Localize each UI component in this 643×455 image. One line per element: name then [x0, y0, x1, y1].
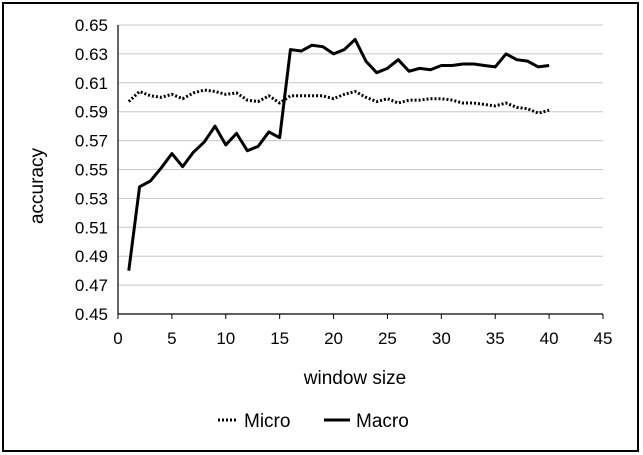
x-tick-label: 35 [486, 329, 505, 348]
x-tick-label: 5 [167, 329, 176, 348]
x-tick-label: 25 [378, 329, 397, 348]
x-axis-ticks: 0 5 10 15 20 25 30 35 40 45 [113, 314, 612, 348]
y-tick-label: 0.49 [75, 247, 108, 266]
y-tick-label: 0.59 [75, 103, 108, 122]
y-tick-label: 0.53 [75, 189, 108, 208]
y-tick-label: 0.61 [75, 74, 108, 93]
x-tick-label: 10 [216, 329, 235, 348]
x-tick-label: 15 [270, 329, 289, 348]
x-tick-label: 30 [432, 329, 451, 348]
x-tick-label: 0 [113, 329, 122, 348]
series-line-macro [127, 37, 550, 271]
y-tick-label: 0.63 [75, 45, 108, 64]
x-tick-label: 20 [324, 329, 343, 348]
x-tick-label: 45 [594, 329, 613, 348]
y-axis-ticks: 0.45 0.47 0.49 0.51 0.53 0.55 0.57 0.59 0.61 0.63… [75, 16, 108, 324]
y-tick-label: 0.51 [75, 218, 108, 237]
grid-lines [117, 24, 603, 315]
legend-label-micro: Micro [244, 411, 290, 432]
y-axis-label: accuracy [27, 147, 48, 224]
legend-label-macro: Macro [356, 411, 409, 432]
y-tick-label: 0.65 [75, 16, 108, 35]
y-tick-label: 0.45 [75, 305, 108, 324]
y-tick-label: 0.55 [75, 161, 108, 180]
y-tick-label: 0.47 [75, 276, 108, 295]
series-lines [127, 37, 550, 271]
legend: Micro Macro [218, 411, 409, 432]
x-tick-label: 40 [540, 329, 559, 348]
y-tick-label: 0.57 [75, 132, 108, 151]
series-line-micro [127, 88, 550, 115]
x-axis-label: window size [303, 368, 406, 389]
